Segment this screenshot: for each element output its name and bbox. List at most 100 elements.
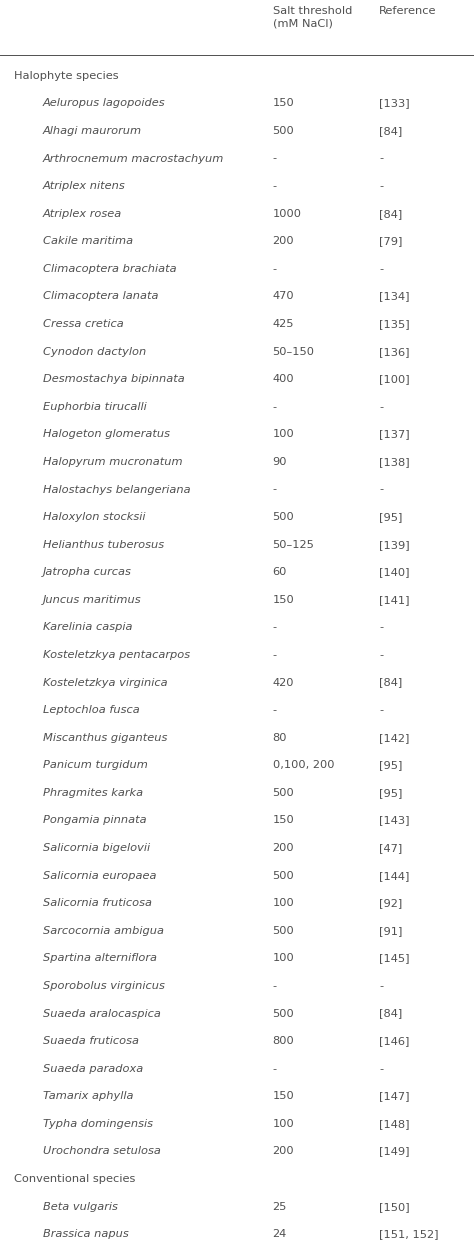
Text: Suaeda aralocaspica: Suaeda aralocaspica <box>43 1009 161 1019</box>
Text: -: - <box>379 402 383 412</box>
Text: 500: 500 <box>273 1009 294 1019</box>
Text: Halostachys belangeriana: Halostachys belangeriana <box>43 485 190 495</box>
Text: -: - <box>273 154 277 164</box>
Text: Cynodon dactylon: Cynodon dactylon <box>43 347 146 357</box>
Text: Karelinia caspia: Karelinia caspia <box>43 623 132 633</box>
Text: Beta vulgaris: Beta vulgaris <box>43 1202 118 1212</box>
Text: -: - <box>273 650 277 660</box>
Text: -: - <box>379 264 383 274</box>
Text: [140]: [140] <box>379 568 410 578</box>
Text: [143]: [143] <box>379 816 410 826</box>
Text: Climacoptera brachiata: Climacoptera brachiata <box>43 264 176 274</box>
Text: [92]: [92] <box>379 898 402 908</box>
Text: Spartina alterniflora: Spartina alterniflora <box>43 954 157 964</box>
Text: 500: 500 <box>273 871 294 881</box>
Text: -: - <box>379 623 383 633</box>
Text: 200: 200 <box>273 1146 294 1157</box>
Text: -: - <box>379 1064 383 1074</box>
Text: 425: 425 <box>273 320 294 330</box>
Text: [133]: [133] <box>379 99 410 108</box>
Text: Aeluropus lagopoides: Aeluropus lagopoides <box>43 99 165 108</box>
Text: 150: 150 <box>273 816 294 826</box>
Text: [136]: [136] <box>379 347 410 357</box>
Text: -: - <box>273 402 277 412</box>
Text: 24: 24 <box>273 1229 287 1239</box>
Text: Typha domingensis: Typha domingensis <box>43 1119 153 1129</box>
Text: 80: 80 <box>273 733 287 743</box>
Text: [150]: [150] <box>379 1202 410 1212</box>
Text: 200: 200 <box>273 843 294 853</box>
Text: -: - <box>273 1064 277 1074</box>
Text: Desmostachya bipinnata: Desmostachya bipinnata <box>43 375 184 385</box>
Text: [47]: [47] <box>379 843 402 853</box>
Text: Phragmites karka: Phragmites karka <box>43 788 143 798</box>
Text: Salicornia europaea: Salicornia europaea <box>43 871 156 881</box>
Text: Reference: Reference <box>379 6 437 16</box>
Text: 60: 60 <box>273 568 287 578</box>
Text: [144]: [144] <box>379 871 410 881</box>
Text: -: - <box>379 182 383 192</box>
Text: 500: 500 <box>273 926 294 936</box>
Text: Sarcocornia ambigua: Sarcocornia ambigua <box>43 926 164 936</box>
Text: Kosteletzkya pentacarpos: Kosteletzkya pentacarpos <box>43 650 190 660</box>
Text: -: - <box>379 705 383 715</box>
Text: Salicornia fruticosa: Salicornia fruticosa <box>43 898 152 908</box>
Text: 200: 200 <box>273 237 294 247</box>
Text: 800: 800 <box>273 1036 294 1046</box>
Text: [84]: [84] <box>379 127 402 137</box>
Text: Cakile maritima: Cakile maritima <box>43 237 133 247</box>
Text: 100: 100 <box>273 954 294 964</box>
Text: Panicum turgidum: Panicum turgidum <box>43 761 147 771</box>
Text: 470: 470 <box>273 292 294 302</box>
Text: 90: 90 <box>273 457 287 467</box>
Text: Cressa cretica: Cressa cretica <box>43 320 123 330</box>
Text: Pongamia pinnata: Pongamia pinnata <box>43 816 146 826</box>
Text: [141]: [141] <box>379 595 410 605</box>
Text: Leptochloa fusca: Leptochloa fusca <box>43 705 139 715</box>
Text: 420: 420 <box>273 678 294 688</box>
Text: [84]: [84] <box>379 209 402 219</box>
Text: [142]: [142] <box>379 733 410 743</box>
Text: 100: 100 <box>273 1119 294 1129</box>
Text: Brassica napus: Brassica napus <box>43 1229 128 1239</box>
Text: 25: 25 <box>273 1202 287 1212</box>
Text: -: - <box>273 705 277 715</box>
Text: 0,100, 200: 0,100, 200 <box>273 761 334 771</box>
Text: Salt threshold
(mM NaCl): Salt threshold (mM NaCl) <box>273 6 352 29</box>
Text: [95]: [95] <box>379 788 402 798</box>
Text: Climacoptera lanata: Climacoptera lanata <box>43 292 158 302</box>
Text: 500: 500 <box>273 512 294 523</box>
Text: Sporobolus virginicus: Sporobolus virginicus <box>43 981 164 991</box>
Text: Jatropha curcas: Jatropha curcas <box>43 568 131 578</box>
Text: [146]: [146] <box>379 1036 410 1046</box>
Text: -: - <box>379 981 383 991</box>
Text: Euphorbia tirucalli: Euphorbia tirucalli <box>43 402 146 412</box>
Text: [79]: [79] <box>379 237 402 247</box>
Text: 500: 500 <box>273 788 294 798</box>
Text: [139]: [139] <box>379 540 410 550</box>
Text: Helianthus tuberosus: Helianthus tuberosus <box>43 540 164 550</box>
Text: -: - <box>273 623 277 633</box>
Text: -: - <box>273 264 277 274</box>
Text: [148]: [148] <box>379 1119 410 1129</box>
Text: [138]: [138] <box>379 457 410 467</box>
Text: 150: 150 <box>273 595 294 605</box>
Text: Urochondra setulosa: Urochondra setulosa <box>43 1146 161 1157</box>
Text: Juncus maritimus: Juncus maritimus <box>43 595 141 605</box>
Text: Suaeda fruticosa: Suaeda fruticosa <box>43 1036 139 1046</box>
Text: 1000: 1000 <box>273 209 301 219</box>
Text: [137]: [137] <box>379 430 410 440</box>
Text: Halogeton glomeratus: Halogeton glomeratus <box>43 430 170 440</box>
Text: Atriplex rosea: Atriplex rosea <box>43 209 122 219</box>
Text: [84]: [84] <box>379 678 402 688</box>
Text: 150: 150 <box>273 99 294 108</box>
Text: [91]: [91] <box>379 926 402 936</box>
Text: Kosteletzkya virginica: Kosteletzkya virginica <box>43 678 167 688</box>
Text: [145]: [145] <box>379 954 410 964</box>
Text: 50–150: 50–150 <box>273 347 315 357</box>
Text: [135]: [135] <box>379 320 410 330</box>
Text: Halophyte species: Halophyte species <box>14 70 119 80</box>
Text: [149]: [149] <box>379 1146 410 1157</box>
Text: Conventional species: Conventional species <box>14 1174 136 1184</box>
Text: Halopyrum mucronatum: Halopyrum mucronatum <box>43 457 182 467</box>
